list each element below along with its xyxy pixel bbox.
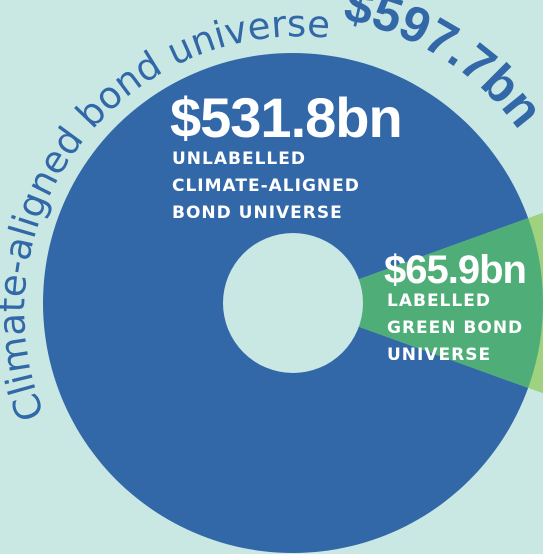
slice-labelled-green — [293, 218, 543, 388]
caption-line: GREEN BOND — [387, 318, 524, 338]
unlabelled-caption: UNLABELLED CLIMATE-ALIGNED BOND UNIVERSE — [172, 146, 360, 227]
donut-hole — [223, 233, 363, 373]
labelled-value: $65.9bn — [384, 248, 527, 292]
caption-line: BOND UNIVERSE — [172, 203, 343, 223]
unlabelled-value: $531.8bn — [170, 86, 403, 149]
labelled-caption: LABELLED GREEN BOND UNIVERSE — [387, 288, 523, 369]
caption-line: LABELLED — [387, 291, 491, 311]
caption-line: UNIVERSE — [387, 345, 492, 365]
caption-line: UNLABELLED — [172, 149, 306, 169]
caption-line: CLIMATE-ALIGNED — [172, 176, 360, 196]
